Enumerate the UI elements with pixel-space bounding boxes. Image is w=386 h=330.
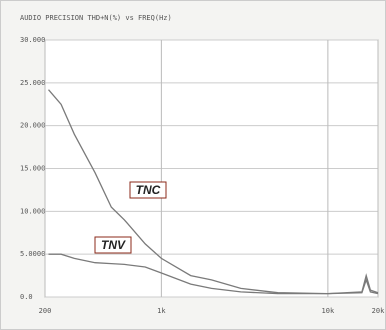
y-tick-label: 0.0: [20, 293, 33, 301]
series-label: TNV: [101, 238, 126, 252]
y-tick-label: 25.000: [20, 79, 45, 87]
y-tick-label: 15.000: [20, 165, 45, 173]
x-tick-label: 1k: [157, 307, 166, 315]
series-label-box: [129, 181, 167, 199]
x-tick-label: 200: [39, 307, 52, 315]
data-line: [48, 253, 379, 295]
y-tick-label: 10.000: [20, 207, 45, 215]
x-tick-label: 20k: [372, 307, 385, 315]
y-tick-label: 30.000: [20, 36, 45, 44]
y-tick-label: 5.0000: [20, 250, 45, 258]
series-label: TNC: [136, 183, 161, 197]
y-tick-label: 20.000: [20, 122, 45, 130]
chart-title: AUDIO PRECISION THD+N(%) vs FREQ(Hz): [20, 14, 172, 22]
series-label-box: [94, 236, 132, 254]
x-tick-label: 10k: [322, 307, 335, 315]
